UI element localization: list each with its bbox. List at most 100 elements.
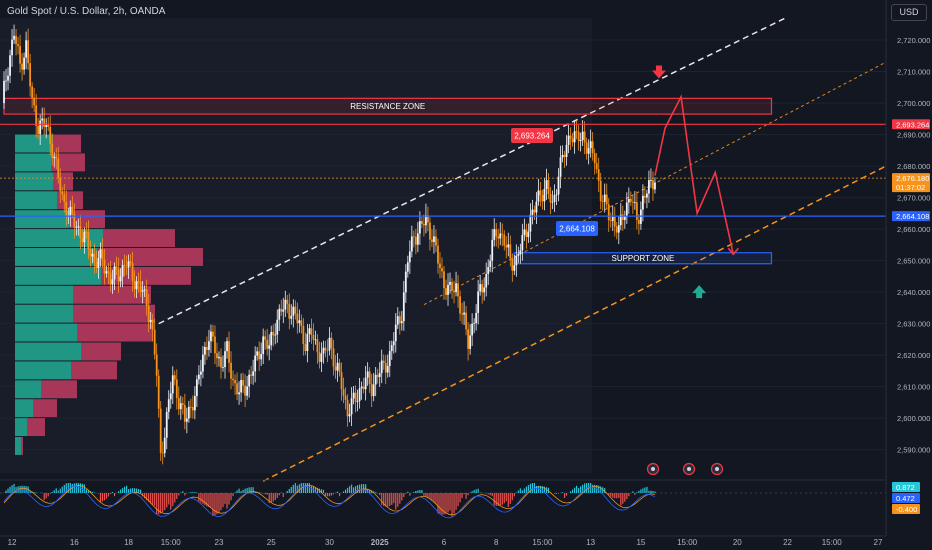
- candle-body: [139, 281, 142, 292]
- candle-body: [129, 261, 132, 264]
- candle-body: [581, 131, 584, 141]
- candle-body: [348, 414, 351, 417]
- candle-body: [268, 345, 271, 349]
- candle-body: [599, 180, 602, 202]
- candle-body: [457, 283, 459, 297]
- volume-profile-buy-bar: [15, 210, 69, 229]
- candle-body: [157, 375, 160, 409]
- candle-body: [226, 341, 228, 352]
- candle-body: [264, 336, 267, 340]
- candle-body: [491, 239, 494, 261]
- candle-body: [654, 182, 656, 190]
- candle-body: [469, 335, 472, 349]
- candle-body: [328, 337, 331, 351]
- volume-profile-buy-bar: [15, 418, 27, 437]
- indicator-value-tag: [892, 493, 920, 503]
- candle-body: [119, 276, 122, 282]
- candle-body: [21, 63, 23, 70]
- economic-event-flag-icon: [651, 467, 655, 471]
- candle-body: [529, 214, 532, 232]
- candle-body: [87, 232, 90, 250]
- candle-body: [384, 362, 387, 373]
- candle-body: [254, 355, 257, 372]
- candle-body: [304, 344, 307, 352]
- candle-body: [611, 216, 614, 221]
- candle-body: [573, 131, 576, 143]
- candle-body: [318, 352, 321, 362]
- x-axis[interactable]: 12 16 18 15:00 23 25 30 2025 6 8 15:00 13 15 15:00 20 2…: [0, 535, 886, 547]
- economic-events[interactable]: [646, 462, 724, 476]
- indicator-value-text: 0.472: [896, 494, 915, 503]
- candle-body: [195, 379, 198, 397]
- candle-body: [322, 347, 325, 354]
- candle-body: [547, 180, 550, 194]
- candle-body: [252, 371, 255, 376]
- x-axis-tick-label: 6: [442, 538, 447, 547]
- candle-body: [644, 195, 646, 198]
- candle-body: [499, 233, 502, 239]
- candle-body: [473, 323, 476, 324]
- candle-body: [302, 325, 305, 345]
- candle-body: [557, 176, 560, 195]
- candle-body: [360, 386, 363, 389]
- candle-body: [296, 313, 299, 324]
- candle-body: [372, 384, 375, 397]
- candle-body: [475, 312, 478, 324]
- candle-body: [31, 86, 34, 98]
- candle-body: [637, 219, 640, 224]
- candle-body: [33, 97, 36, 106]
- candle-body: [545, 180, 548, 189]
- candle-body: [228, 341, 230, 363]
- candle-body: [197, 374, 200, 380]
- indicator-value-tag: [892, 482, 920, 492]
- candle-body: [589, 141, 592, 149]
- candle-body: [258, 351, 261, 360]
- candle-body: [320, 353, 323, 362]
- price-levels: [0, 123, 886, 217]
- x-axis-tick-label: 15:00: [161, 538, 182, 547]
- candle-body: [282, 309, 285, 312]
- candle-body: [374, 374, 377, 385]
- candle-body: [646, 193, 648, 198]
- candle-body: [366, 371, 369, 378]
- candle-body: [149, 319, 152, 323]
- candle-body: [531, 209, 534, 215]
- candle-body: [449, 282, 451, 285]
- candle-body: [605, 194, 608, 205]
- candle-body: [617, 225, 620, 233]
- candle-body: [127, 261, 130, 268]
- candle-body: [479, 284, 482, 292]
- x-axis-tick-label: 22: [783, 538, 792, 547]
- candle-body: [382, 360, 385, 363]
- support-zone-label: SUPPORT ZONE: [611, 254, 674, 263]
- currency-button[interactable]: USD: [891, 4, 927, 21]
- y-axis-tick-label: 2,600.000: [897, 414, 930, 423]
- candle-body: [565, 144, 568, 157]
- forecast-line: [654, 94, 735, 255]
- candle-body: [310, 328, 313, 335]
- forecast-arrows: [651, 65, 707, 299]
- candle-body: [519, 250, 522, 255]
- candle-body: [236, 383, 238, 395]
- candle-body: [625, 202, 628, 216]
- candle-body: [505, 245, 508, 248]
- volume-profile-sell-bar: [53, 172, 73, 191]
- candle-body: [340, 372, 343, 390]
- candle-body: [45, 124, 48, 128]
- volume-profile-buy-bar: [15, 191, 57, 210]
- candle-body: [515, 255, 518, 266]
- volume-profile-buy-bar: [15, 323, 77, 342]
- x-axis-tick-label: 23: [215, 538, 224, 547]
- candle-body: [71, 206, 74, 214]
- candle-body: [187, 406, 190, 419]
- candle-body: [147, 305, 150, 323]
- y-axis-tick-label: 2,670.000: [897, 194, 930, 203]
- candle-body: [425, 215, 427, 226]
- candle-body: [89, 249, 92, 257]
- candle-body: [423, 223, 425, 226]
- candle-body: [593, 153, 596, 164]
- y-axis[interactable]: 2,590.000 2,600.000 2,610.000 2,620.000 2,63…: [885, 0, 930, 536]
- volume-profile-sell-bar: [103, 229, 175, 247]
- candle-body: [511, 258, 514, 271]
